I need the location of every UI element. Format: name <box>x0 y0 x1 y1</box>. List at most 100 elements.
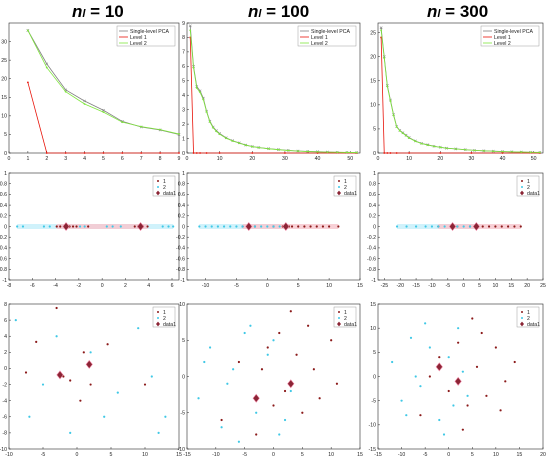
legend-swatch <box>338 180 340 182</box>
scatter-point-2 <box>111 225 114 228</box>
series-point-3 <box>205 110 208 113</box>
x-tick-label: -5 <box>423 452 428 458</box>
scatter-point-1 <box>266 346 269 349</box>
legend-swatch <box>337 190 341 196</box>
series-point-3 <box>464 148 467 151</box>
y-tick-label: 0 <box>182 224 185 230</box>
scatter-point-2 <box>167 225 170 228</box>
scatter-point-1 <box>519 225 522 228</box>
series-point-2 <box>83 152 86 154</box>
series-point-2 <box>395 152 398 154</box>
series-point-3 <box>102 111 105 114</box>
series-point-3 <box>383 57 386 60</box>
scatter-point-2 <box>442 433 446 436</box>
y-tick-label: 0.8 <box>0 182 7 188</box>
cluster-1-band <box>56 224 148 229</box>
series-point-2 <box>195 152 198 154</box>
series-point-2 <box>218 152 221 154</box>
scatter-point-1 <box>146 225 149 228</box>
y-tick-label: -5 <box>180 411 185 417</box>
scatter-point-1 <box>513 225 516 228</box>
scatter-point-1 <box>315 225 318 228</box>
x-tick-label: 5 <box>301 452 304 458</box>
scatter-point-1 <box>89 383 92 386</box>
series-point-2 <box>408 152 411 154</box>
scatter-point-2 <box>414 225 418 228</box>
series-point-3 <box>251 145 254 148</box>
scatter-point-1 <box>75 225 78 228</box>
y-tick-label: 9 <box>182 21 185 27</box>
scatter-point-1 <box>295 353 298 356</box>
y-tick-label: 15 <box>1 95 7 101</box>
x-tick-label: 9 <box>178 156 181 162</box>
series-point-3 <box>510 150 513 153</box>
legend-swatch <box>157 180 159 182</box>
y-tick-label: 5 <box>182 79 185 85</box>
scatter-point-1 <box>71 225 75 228</box>
scatter-point-2 <box>222 225 226 228</box>
series-point-3 <box>277 148 280 151</box>
y-tick-label: 1 <box>182 171 185 177</box>
scatter-point-2 <box>405 225 408 228</box>
scatter-point-1 <box>307 324 310 327</box>
y-tick-label: 7 <box>182 50 185 56</box>
x-tick-label: 15 <box>176 452 182 458</box>
y-tick-label: 25 <box>370 30 376 36</box>
series-point-3 <box>398 129 401 132</box>
series-point-3 <box>218 133 221 136</box>
scatter-point-1 <box>59 225 62 228</box>
x-tick-label: 8 <box>159 156 162 162</box>
scatter-point-1 <box>309 225 312 228</box>
scatter-point-1 <box>69 379 72 382</box>
scatter-point-1 <box>480 331 483 335</box>
scatter-point-2 <box>461 370 464 373</box>
x-tick-label: -20 <box>396 283 404 289</box>
x-tick-label: 20 <box>524 283 530 289</box>
x-tick-label: 6 <box>171 283 174 289</box>
series-point-3 <box>426 144 429 146</box>
scatter-point-2 <box>210 225 213 228</box>
scatter-point-2 <box>289 389 292 393</box>
y-tick-label: -0.6 <box>367 256 376 262</box>
x-tick-label: -10 <box>398 452 406 458</box>
scatter-point-2 <box>220 426 223 429</box>
centroid-marker <box>136 222 145 231</box>
y-tick-label: -0.4 <box>176 246 185 252</box>
scatter-point-2 <box>55 335 58 338</box>
scatter-point-2 <box>438 418 441 422</box>
series-point-1 <box>45 62 49 66</box>
scatter-point-1 <box>335 382 339 385</box>
scatter-point-1 <box>133 225 136 228</box>
legend-box <box>297 25 357 47</box>
plot-area <box>377 303 544 450</box>
scatter-point-2 <box>119 225 122 228</box>
x-tick-label: -15 <box>412 283 420 289</box>
scatter-point-1 <box>82 351 85 354</box>
scatter-point-1 <box>278 331 281 335</box>
x-tick-label: 4 <box>83 156 86 162</box>
series-point-3 <box>380 29 383 32</box>
y-tick-label: 4 <box>182 93 185 99</box>
y-tick-label: 0 <box>4 366 7 372</box>
scatter-point-2 <box>172 225 175 228</box>
x-tick-label: 0 <box>266 283 269 289</box>
series-point-3 <box>202 98 205 101</box>
y-tick-label: 0.6 <box>0 192 7 198</box>
y-tick-label: 5 <box>4 132 7 138</box>
series-line-3 <box>380 30 540 153</box>
x-tick-label: 7 <box>140 156 143 162</box>
scatter-point-2 <box>198 225 201 228</box>
x-tick-label: 15 <box>508 283 514 289</box>
scatter-point-2 <box>249 324 252 327</box>
x-tick-label: 20 <box>540 452 546 458</box>
series-point-3 <box>346 151 348 154</box>
series-point-3 <box>26 29 29 32</box>
centroid-marker <box>62 222 70 231</box>
series-point-3 <box>316 150 319 153</box>
legend-swatch <box>520 321 524 327</box>
series-point-3 <box>297 150 299 153</box>
x-tick-label: -15 <box>374 452 382 458</box>
series-point-3 <box>445 147 448 150</box>
